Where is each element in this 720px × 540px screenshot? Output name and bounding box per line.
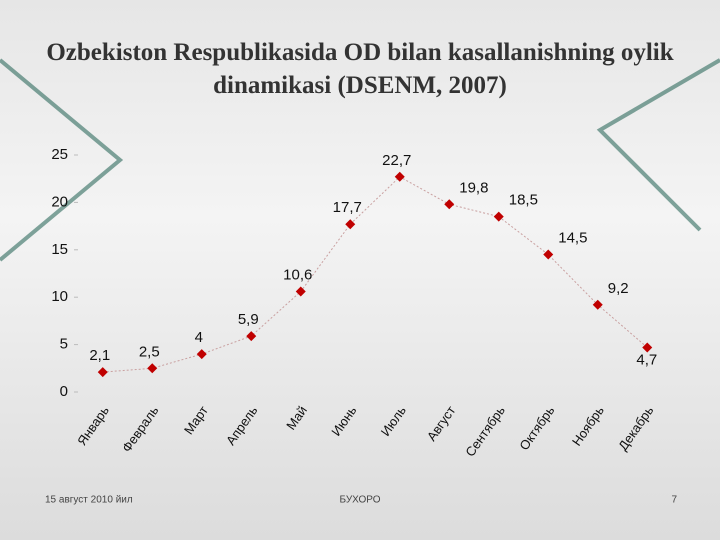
data-label: 9,2	[608, 280, 629, 297]
marker	[295, 286, 306, 297]
x-tick-label: Август	[424, 403, 459, 444]
line	[102, 176, 648, 373]
marker	[444, 199, 455, 210]
x-tick-label: Сентябрь	[462, 403, 508, 459]
marker	[246, 331, 257, 342]
marker	[592, 299, 603, 310]
data-label: 19,8	[459, 179, 488, 196]
marker	[196, 349, 207, 360]
footer-date: 15 август 2010 йил	[45, 495, 133, 506]
decor	[596, 58, 720, 232]
data-label: 18,5	[509, 192, 538, 209]
data-label: 22,7	[382, 152, 411, 169]
x-tick-label: Март	[181, 403, 211, 437]
decor	[0, 58, 124, 262]
data-label: 2,5	[139, 343, 160, 360]
y-tick-label: 20	[51, 193, 68, 210]
data-label: 14,5	[558, 230, 587, 247]
y-tick-label: 10	[51, 288, 68, 305]
data-label: 4,7	[636, 351, 657, 368]
marker	[642, 342, 653, 353]
data-label: 10,6	[283, 266, 312, 283]
marker	[543, 249, 554, 260]
footer-page: 7	[671, 495, 677, 506]
marker	[493, 211, 504, 222]
y-tick-label: 25	[51, 146, 68, 163]
x-tick-label: Апрель	[223, 403, 261, 448]
data-label: 17,7	[333, 199, 362, 216]
y-tick-label: 15	[51, 241, 68, 258]
y-tick-label: 5	[60, 336, 68, 353]
data-label: 2,1	[89, 347, 110, 364]
x-tick-label: Февраль	[119, 403, 162, 455]
y-tick-label: 0	[60, 383, 68, 400]
x-tick-label: Декабрь	[615, 403, 656, 453]
data-label: 4	[195, 329, 203, 346]
marker	[345, 219, 356, 230]
x-tick-label: Июнь	[328, 403, 359, 439]
x-tick-label: Январь	[74, 403, 112, 448]
data-label: 5,9	[238, 311, 259, 328]
x-tick-label: Июль	[378, 403, 409, 439]
x-tick-label: Ноябрь	[569, 403, 607, 449]
marker	[97, 367, 108, 378]
marker	[394, 171, 405, 182]
x-tick-label: Май	[283, 403, 310, 432]
marker	[147, 363, 158, 374]
x-tick-label: Октябрь	[516, 403, 557, 453]
footer-place: БУХОРО	[339, 495, 380, 506]
chart-title: Ozbekiston Respublikasida OD bilan kasal…	[46, 39, 674, 99]
